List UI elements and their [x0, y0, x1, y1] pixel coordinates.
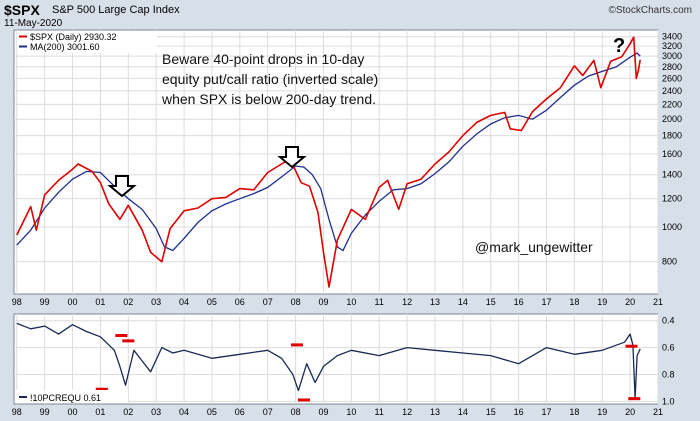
x-tick-label: 00 — [68, 297, 78, 307]
putcall-panel — [13, 313, 659, 405]
author-handle: @mark_ungewitter — [475, 239, 593, 255]
x-tick-label: 10 — [346, 297, 356, 307]
spx-price-series-line — [16, 36, 641, 288]
x-tick-label: 02 — [123, 297, 133, 307]
x-tick-label: 99 — [40, 407, 50, 417]
putcall-series-line — [16, 322, 641, 400]
x-tick-label: 18 — [569, 297, 579, 307]
down-arrow-icon — [107, 175, 137, 198]
y-tick-label: 3000 — [662, 51, 682, 61]
x-tick-label: 01 — [95, 407, 105, 417]
legend-ma-label: MA(200) 3001.60 — [30, 42, 100, 52]
x-tick-label: 21 — [653, 407, 663, 417]
x-tick-label: 00 — [68, 407, 78, 417]
x-tick-label: 14 — [458, 297, 468, 307]
x-tick-label: 19 — [597, 407, 607, 417]
x-tick-label: 09 — [318, 407, 328, 417]
x-tick-label: 08 — [291, 297, 301, 307]
pcr-y-tick-label: 0.4 — [662, 316, 675, 326]
x-tick-label: 02 — [123, 407, 133, 417]
down-arrow-icon — [277, 146, 307, 169]
x-tick-label: 07 — [263, 297, 273, 307]
x-tick-label: 20 — [625, 407, 635, 417]
x-tick-label: 05 — [207, 297, 217, 307]
y-tick-label: 1800 — [662, 131, 682, 141]
y-tick-label: 2600 — [662, 73, 682, 83]
y-tick-label: 2800 — [662, 62, 682, 72]
pcr-y-tick-label: 1.0 — [662, 396, 675, 406]
y-tick-label: 1400 — [662, 170, 682, 180]
x-tick-label: 04 — [179, 407, 189, 417]
x-tick-label: 10 — [346, 407, 356, 417]
x-tick-label: 18 — [569, 407, 579, 417]
x-tick-label: 03 — [151, 297, 161, 307]
x-tick-label: 98 — [12, 297, 22, 307]
x-tick-label: 11 — [375, 297, 384, 307]
legend-box — [17, 31, 157, 53]
legend-price-label: $SPX (Daily) 2930.32 — [30, 32, 117, 42]
x-tick-label: 15 — [486, 407, 496, 417]
y-tick-label: 3200 — [662, 41, 682, 51]
question-mark: ? — [613, 35, 625, 57]
x-tick-label: 20 — [625, 297, 635, 307]
chart-date: 11-May-2020 — [4, 18, 63, 29]
x-tick-label: 21 — [653, 297, 663, 307]
x-tick-label: 17 — [541, 297, 551, 307]
x-tick-label: 16 — [514, 297, 524, 307]
x-tick-label: 06 — [235, 407, 245, 417]
chart-ticker: $SPX — [4, 2, 40, 18]
legend-pcr-label: !10PCREQU 0.61 — [30, 393, 101, 403]
brand-label: ©StockCharts.com — [608, 5, 692, 16]
y-tick-label: 3400 — [662, 32, 682, 42]
x-tick-label: 12 — [402, 407, 412, 417]
ma200-series-line — [16, 52, 641, 252]
x-tick-label: 06 — [235, 297, 245, 307]
x-tick-label: 13 — [430, 407, 440, 417]
x-tick-label: 19 — [597, 297, 607, 307]
y-tick-label: 1200 — [662, 194, 682, 204]
y-tick-label: 2200 — [662, 99, 682, 109]
legend-pcr-box — [16, 390, 128, 403]
x-tick-label: 09 — [318, 297, 328, 307]
pcr-y-tick-label: 0.8 — [662, 369, 675, 379]
annotation-line-2: equity put/call ratio (inverted scale) — [162, 71, 378, 87]
x-tick-label: 13 — [430, 297, 440, 307]
chart-security-name: S&P 500 Large Cap Index — [52, 4, 180, 16]
x-tick-label: 01 — [95, 297, 105, 307]
x-tick-label: 99 — [40, 297, 50, 307]
x-tick-label: 07 — [263, 407, 273, 417]
x-tick-label: 08 — [291, 407, 301, 417]
x-tick-label: 16 — [514, 407, 524, 417]
y-tick-label: 1000 — [662, 222, 682, 232]
x-tick-label: 03 — [151, 407, 161, 417]
pcr-y-tick-label: 0.6 — [662, 343, 675, 353]
y-tick-label: 1600 — [662, 149, 682, 159]
x-tick-label: 14 — [458, 407, 468, 417]
x-tick-label: 12 — [402, 297, 412, 307]
x-tick-label: 05 — [207, 407, 217, 417]
x-tick-label: 15 — [486, 297, 496, 307]
x-tick-label: 17 — [541, 407, 551, 417]
annotation-line-3: when SPX is below 200-day trend. — [161, 91, 376, 107]
annotation-line-1: Beware 40-point drops in 10-day — [162, 51, 364, 67]
y-tick-label: 800 — [662, 257, 677, 267]
x-tick-label: 98 — [12, 407, 22, 417]
x-tick-label: 04 — [179, 297, 189, 307]
y-tick-label: 2400 — [662, 86, 682, 96]
x-tick-label: 11 — [375, 407, 384, 417]
y-tick-label: 2000 — [662, 114, 682, 124]
